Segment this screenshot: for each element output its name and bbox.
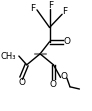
Text: CH₃: CH₃ — [0, 52, 16, 60]
Text: O: O — [49, 80, 56, 89]
Text: O: O — [63, 37, 70, 46]
Text: O: O — [60, 72, 67, 81]
Text: F: F — [30, 4, 35, 13]
Text: F: F — [62, 7, 67, 16]
Text: O: O — [18, 78, 25, 87]
Text: F: F — [48, 1, 53, 10]
